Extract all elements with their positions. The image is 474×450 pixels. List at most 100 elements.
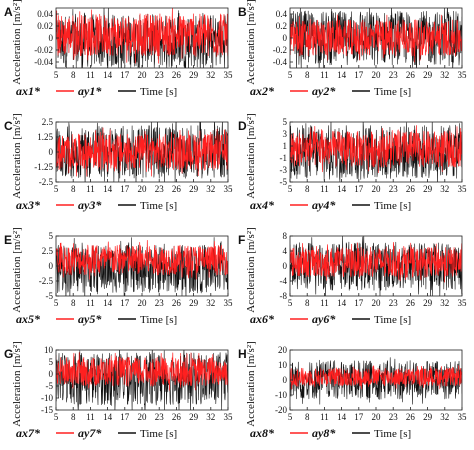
- x-tick-label: 14: [337, 412, 347, 422]
- x-tick-label: 32: [440, 298, 449, 308]
- x-tick-label: 29: [423, 412, 433, 422]
- x-tick-label: 35: [224, 184, 234, 194]
- y-tick-label: 0: [283, 261, 288, 271]
- signal-group: [56, 122, 228, 182]
- x-tick-label: 26: [406, 412, 416, 422]
- x-tick-label: 32: [440, 412, 449, 422]
- legend-ay-label: ay7*: [78, 426, 102, 440]
- x-tick-label: 26: [172, 184, 182, 194]
- signal-group: [290, 236, 462, 296]
- signal-group: [56, 237, 228, 296]
- legend-ay-label: ay1*: [78, 84, 102, 98]
- y-tick-label: -0.04: [34, 57, 53, 67]
- x-tick-label: 5: [288, 298, 293, 308]
- y-axis-label: Acceleration [m/s²]: [11, 0, 23, 85]
- y-tick-label: 1: [283, 141, 288, 151]
- y-tick-label: -0.02: [34, 45, 53, 55]
- x-tick-label: 20: [138, 412, 148, 422]
- x-tick-label: 11: [320, 70, 329, 80]
- legend-ax-label: ax2*: [250, 84, 275, 98]
- x-tick-label: 5: [54, 412, 59, 422]
- y-axis-label: Acceleration [m/s²]: [245, 341, 257, 426]
- series-ax-line: [290, 365, 462, 390]
- y-tick-label: 2.5: [42, 117, 54, 127]
- series-ay-line: [56, 237, 228, 296]
- y-tick-label: -15: [41, 405, 53, 415]
- x-tick-label: 29: [423, 70, 433, 80]
- x-tick-label: 8: [71, 70, 76, 80]
- x-tick-label: 8: [71, 298, 76, 308]
- y-tick-label: -0.4: [273, 57, 288, 67]
- x-tick-label: 11: [86, 70, 95, 80]
- x-tick-label: 20: [138, 298, 148, 308]
- y-tick-label: 0.2: [276, 21, 287, 31]
- x-tick-label: 8: [71, 412, 76, 422]
- y-tick-label: 0: [283, 33, 288, 43]
- legend-ax-label: ax4*: [250, 198, 275, 212]
- x-tick-label: 20: [372, 412, 382, 422]
- x-tick-label: 29: [189, 70, 199, 80]
- x-tick-label: 17: [354, 70, 364, 80]
- y-tick-label: -3: [280, 165, 288, 175]
- y-tick-label: -10: [275, 390, 287, 400]
- x-tick-label: 23: [389, 184, 399, 194]
- series-ax-line: [56, 8, 228, 64]
- y-tick-label: 0.4: [276, 9, 288, 19]
- y-tick-label: -1: [280, 153, 288, 163]
- y-tick-label: 0: [49, 147, 54, 157]
- x-tick-label: 11: [320, 298, 329, 308]
- y-axis-label: Acceleration [m/s²]: [245, 0, 257, 85]
- x-tick-label: 14: [103, 70, 113, 80]
- y-tick-label: -20: [275, 405, 287, 415]
- x-tick-label: 23: [155, 184, 165, 194]
- y-tick-label: -5: [280, 177, 288, 187]
- x-tick-label: 8: [305, 412, 310, 422]
- signal-group: [290, 122, 462, 182]
- x-tick-label: 14: [103, 412, 113, 422]
- x-axis-label: Time [s]: [374, 428, 411, 440]
- panel-letter: E: [4, 233, 12, 247]
- legend-ay-label: ay5*: [78, 312, 102, 326]
- x-tick-label: 35: [224, 70, 234, 80]
- x-tick-label: 11: [320, 184, 329, 194]
- x-tick-label: 14: [337, 70, 347, 80]
- x-axis-label: Time [s]: [140, 314, 177, 326]
- x-tick-label: 20: [372, 298, 382, 308]
- x-tick-label: 35: [458, 298, 468, 308]
- x-tick-label: 32: [440, 184, 449, 194]
- signal-group: [56, 350, 228, 410]
- x-tick-label: 26: [406, 70, 416, 80]
- x-tick-label: 20: [138, 70, 148, 80]
- y-axis-label: Acceleration [m/s²]: [11, 341, 23, 426]
- x-tick-label: 29: [423, 298, 433, 308]
- y-tick-label: 0.02: [37, 21, 53, 31]
- x-tick-label: 29: [423, 184, 433, 194]
- x-tick-label: 23: [155, 298, 165, 308]
- x-tick-label: 35: [224, 412, 234, 422]
- x-tick-label: 8: [305, 298, 310, 308]
- x-tick-label: 5: [288, 412, 293, 422]
- legend-ax-label: ax3*: [16, 198, 41, 212]
- y-tick-label: 0: [49, 33, 54, 43]
- x-tick-label: 32: [206, 184, 215, 194]
- y-axis-label: Acceleration [m/s²]: [11, 227, 23, 312]
- series-ax-line: [290, 14, 462, 63]
- panel-letter: G: [4, 347, 13, 361]
- y-tick-label: -2.5: [39, 276, 54, 286]
- y-tick-label: -5: [46, 291, 54, 301]
- panel-letter: D: [238, 119, 247, 133]
- x-tick-label: 32: [206, 298, 215, 308]
- y-tick-label: -5: [46, 381, 54, 391]
- signal-group: [290, 357, 462, 405]
- x-tick-label: 14: [337, 298, 347, 308]
- y-tick-label: -2.5: [39, 177, 54, 187]
- x-tick-label: 20: [372, 70, 382, 80]
- y-tick-label: -8: [280, 291, 288, 301]
- legend-ax-label: ax1*: [16, 84, 41, 98]
- x-tick-label: 5: [54, 70, 59, 80]
- x-tick-label: 32: [440, 70, 449, 80]
